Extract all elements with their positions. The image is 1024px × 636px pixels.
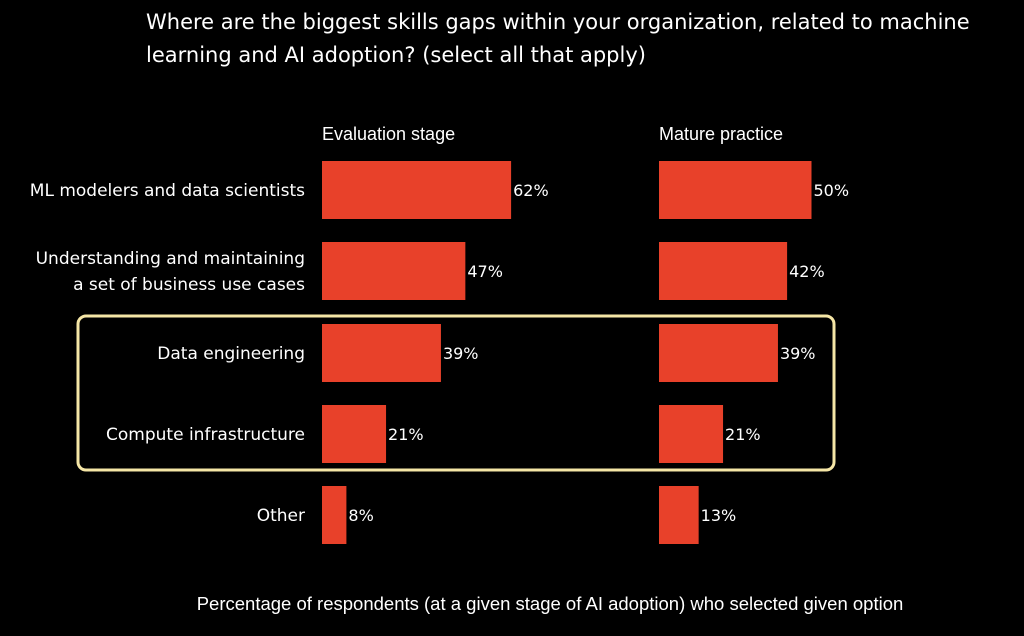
panel-evaluation-stage: Evaluation stage 62% 47% 39% 21% 8% xyxy=(322,124,549,544)
bar xyxy=(659,324,778,382)
data-label: 39% xyxy=(780,344,816,363)
data-label: 8% xyxy=(348,506,373,525)
category-labels: ML modelers and data scientists Understan… xyxy=(30,181,305,526)
bar xyxy=(322,405,387,463)
chart-panels: Evaluation stage 62% 47% 39% 21% 8% Mature pra… xyxy=(322,124,849,544)
bar xyxy=(659,161,812,219)
data-label: 47% xyxy=(467,262,503,281)
data-label: 42% xyxy=(789,262,825,281)
data-label: 13% xyxy=(701,506,737,525)
bar xyxy=(322,242,466,300)
bar xyxy=(659,486,699,544)
data-label: 50% xyxy=(814,181,850,200)
data-label: 21% xyxy=(388,425,424,444)
bar xyxy=(659,405,724,463)
highlight-box xyxy=(76,314,836,472)
category-label: a set of business use cases xyxy=(73,275,305,295)
category-label: Compute infrastructure xyxy=(106,425,305,445)
data-label: 39% xyxy=(443,344,479,363)
category-label: Other xyxy=(257,506,305,526)
data-label: 21% xyxy=(725,425,761,444)
bar xyxy=(322,324,441,382)
bar xyxy=(322,486,347,544)
data-label: 62% xyxy=(513,181,549,200)
category-label: Data engineering xyxy=(157,344,305,364)
panel-mature-practice: Mature practice 50% 42% 39% 21% 13% xyxy=(659,124,849,544)
chart-title: Where are the biggest skills gaps within… xyxy=(146,10,970,67)
bar xyxy=(322,161,512,219)
chart-caption: Percentage of respondents (at a given st… xyxy=(196,593,904,614)
panel-title: Evaluation stage xyxy=(322,124,455,144)
bar xyxy=(659,242,788,300)
category-label: Understanding and maintaining xyxy=(36,249,305,269)
category-label: ML modelers and data scientists xyxy=(30,181,305,201)
panel-title: Mature practice xyxy=(659,124,783,144)
